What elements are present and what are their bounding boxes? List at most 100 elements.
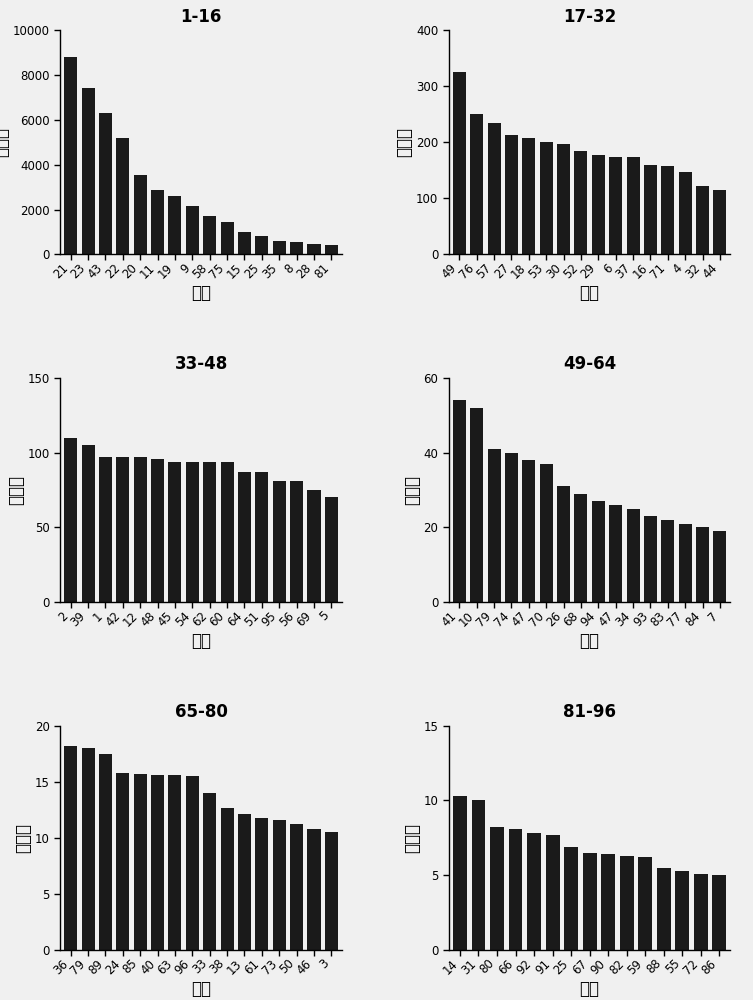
Y-axis label: 重数性: 重数性 [0,127,10,157]
Title: 49-64: 49-64 [563,355,616,373]
Bar [694,874,708,950]
Bar [540,464,553,602]
Bar [169,196,181,254]
Bar [644,516,657,602]
X-axis label: 台站: 台站 [580,284,599,302]
Bar [575,151,587,254]
Bar [592,155,605,254]
Bar [678,172,692,254]
Y-axis label: 重数性: 重数性 [395,127,413,157]
Title: 81-96: 81-96 [563,703,616,721]
X-axis label: 台站: 台站 [191,980,211,998]
Bar [609,505,622,602]
Bar [626,509,639,602]
Bar [557,144,570,254]
Bar [696,527,709,602]
Bar [134,457,147,602]
Bar [601,854,615,950]
Bar [453,72,466,254]
X-axis label: 台站: 台站 [580,632,599,650]
Bar [238,814,251,950]
Title: 33-48: 33-48 [175,355,227,373]
Bar [151,190,164,254]
Bar [639,857,652,950]
Bar [186,776,199,950]
Bar [238,472,251,602]
Bar [490,827,504,950]
Bar [151,459,164,602]
Bar [678,524,692,602]
X-axis label: 台站: 台站 [580,980,599,998]
Title: 65-80: 65-80 [175,703,227,721]
Bar [487,123,501,254]
Bar [186,462,199,602]
Bar [151,775,164,950]
Bar [523,460,535,602]
Bar [661,166,675,254]
Bar [255,818,268,950]
Bar [307,244,321,254]
Bar [696,186,709,254]
Bar [527,833,541,950]
Bar [203,462,216,602]
Bar [713,190,727,254]
Bar [290,824,303,950]
Y-axis label: 重数性: 重数性 [403,823,421,853]
Bar [471,800,486,950]
Bar [186,206,199,254]
Bar [325,832,338,950]
Bar [712,875,726,950]
Bar [169,462,181,602]
Bar [487,449,501,602]
Bar [81,88,95,254]
Bar [99,113,112,254]
Title: 17-32: 17-32 [563,8,616,26]
X-axis label: 台站: 台站 [191,632,211,650]
Bar [592,501,605,602]
Bar [661,520,675,602]
Bar [470,114,483,254]
Bar [453,400,466,602]
Bar [99,457,112,602]
Bar [557,486,570,602]
Bar [221,462,233,602]
Bar [290,481,303,602]
Bar [609,157,622,254]
Bar [64,438,78,602]
Bar [675,871,689,950]
Bar [255,472,268,602]
Bar [134,175,147,254]
Bar [273,241,286,254]
Bar [575,494,587,602]
Bar [644,165,657,254]
Bar [307,490,321,602]
Bar [307,829,321,950]
Y-axis label: 重数性: 重数性 [403,475,421,505]
Bar [238,232,251,254]
Bar [221,808,233,950]
Bar [81,445,95,602]
Bar [255,236,268,254]
Bar [64,57,78,254]
Y-axis label: 重数性: 重数性 [7,475,25,505]
Bar [116,138,130,254]
Bar [290,242,303,254]
Bar [134,774,147,950]
Bar [523,138,535,254]
Bar [221,222,233,254]
Bar [713,531,727,602]
Bar [626,157,639,254]
Bar [169,775,181,950]
Bar [116,457,130,602]
Y-axis label: 重数性: 重数性 [14,823,32,853]
Bar [505,453,518,602]
Bar [546,835,559,950]
Bar [540,142,553,254]
X-axis label: 台站: 台站 [191,284,211,302]
Bar [620,856,633,950]
Bar [325,497,338,602]
Bar [99,754,112,950]
Bar [116,773,130,950]
Bar [203,216,216,254]
Bar [453,796,467,950]
